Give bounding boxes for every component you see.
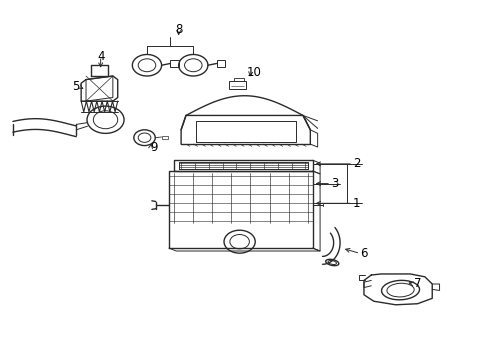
Text: 2: 2	[352, 157, 360, 170]
Text: 5: 5	[72, 80, 80, 93]
Text: 7: 7	[413, 278, 421, 291]
Bar	[170, 60, 179, 67]
Text: 1: 1	[352, 197, 360, 210]
Bar	[216, 60, 225, 67]
Text: 10: 10	[246, 66, 261, 79]
Text: 4: 4	[97, 50, 104, 63]
Text: 8: 8	[175, 23, 182, 36]
Bar	[161, 135, 168, 139]
Text: 3: 3	[330, 177, 338, 190]
Text: 9: 9	[150, 141, 158, 154]
Text: 6: 6	[360, 247, 367, 260]
Bar	[228, 81, 246, 89]
